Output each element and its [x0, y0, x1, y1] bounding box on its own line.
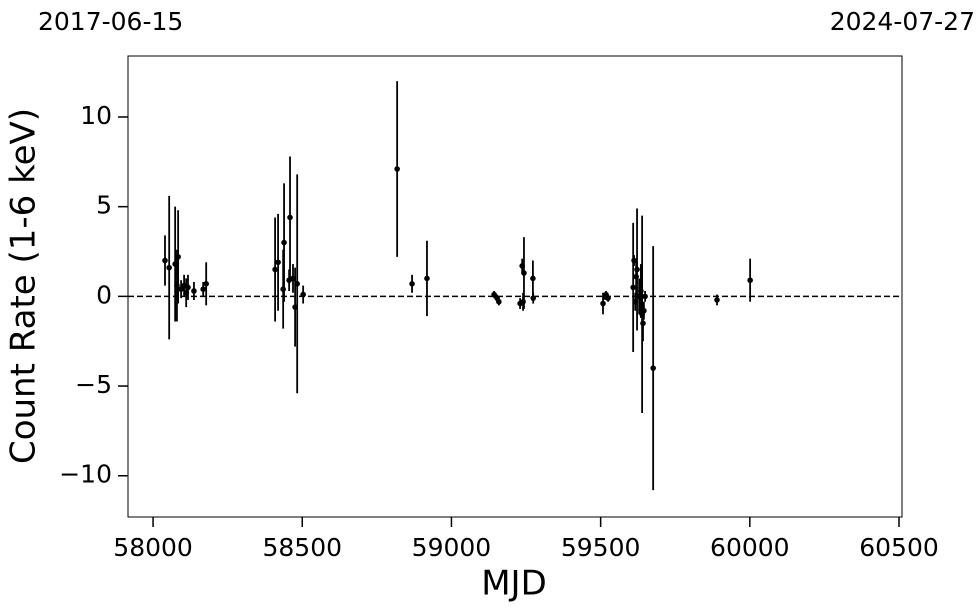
data-point: [175, 254, 181, 260]
x-tick-label: 59000: [412, 533, 492, 562]
data-point: [287, 214, 293, 221]
data-point: [394, 166, 400, 172]
y-axis-label: Count Rate (1-6 keV): [4, 108, 44, 464]
data-point: [200, 286, 206, 292]
x-tick-label: 59500: [561, 533, 641, 562]
data-point: [630, 284, 636, 291]
x-tick-label: 60500: [859, 533, 939, 562]
data-point: [521, 270, 527, 276]
data-point: [634, 266, 640, 273]
data-point: [275, 259, 281, 266]
data-point: [409, 281, 415, 287]
data-point: [530, 275, 536, 282]
data-point: [642, 293, 648, 300]
y-tick-label: 5: [96, 191, 112, 220]
data-point: [272, 266, 278, 273]
data-point: [496, 298, 502, 305]
top-left-label: 2017-06-15: [38, 7, 183, 36]
y-tick-label: −5: [75, 370, 112, 399]
x-tick-label: 58000: [113, 533, 193, 562]
data-point: [641, 307, 647, 314]
data-point: [185, 284, 191, 291]
data-point: [300, 291, 306, 298]
data-point: [281, 239, 287, 246]
top-right-label: 2024-07-27: [830, 7, 975, 36]
y-tick-label: −10: [59, 460, 112, 489]
data-point: [294, 281, 300, 287]
x-axis-label: MJD: [481, 564, 547, 604]
data-point: [600, 300, 606, 307]
x-tick-label: 60000: [710, 533, 790, 562]
data-point: [530, 295, 537, 301]
data-point: [162, 257, 168, 264]
data-point: [747, 277, 753, 284]
y-tick-label: 0: [96, 280, 112, 309]
y-tick-label: 10: [80, 101, 112, 130]
plot-frame: [127, 55, 903, 518]
data-point: [650, 365, 656, 371]
data-point: [424, 275, 430, 282]
data-point: [605, 295, 611, 301]
data-point: [714, 297, 720, 303]
data-point: [191, 288, 197, 294]
data-point: [166, 264, 172, 271]
data-point: [203, 281, 209, 287]
data-point: [640, 320, 646, 327]
x-tick-label: 58500: [262, 533, 342, 562]
